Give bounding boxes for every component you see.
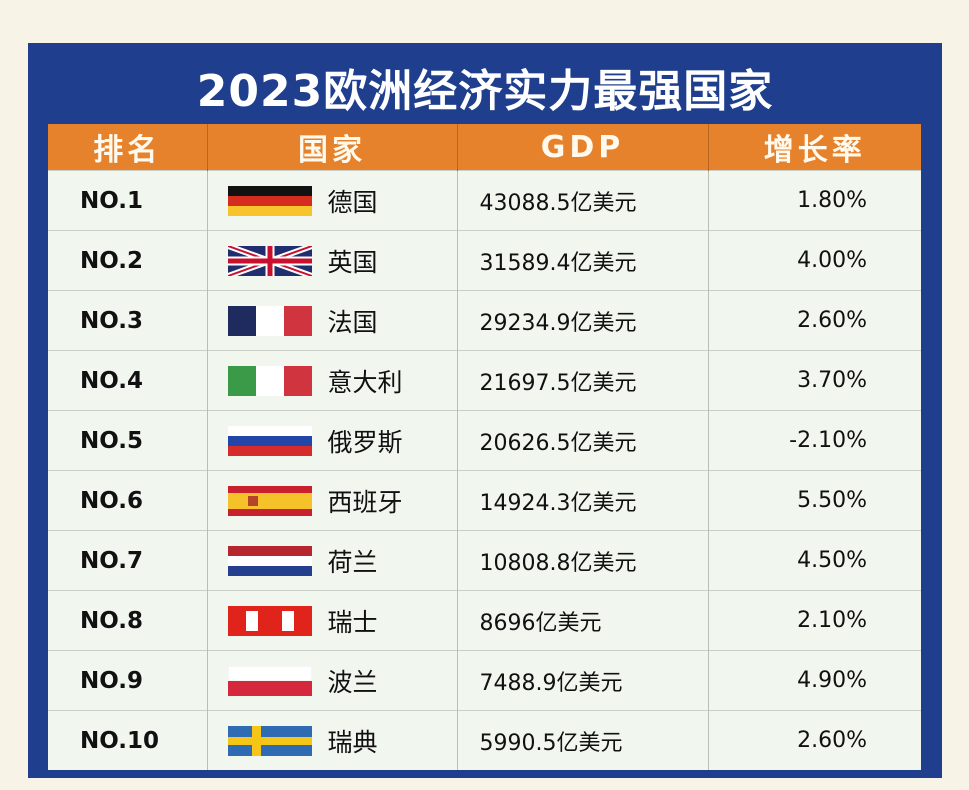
growth-cell: 4.50%: [707, 530, 921, 591]
poland-flag-icon: [227, 665, 312, 696]
gdp-cell: 31589.4亿美元: [456, 230, 708, 291]
rank-cell: NO.5: [48, 410, 207, 471]
country-cell: 瑞士: [206, 590, 457, 651]
growth-cell: 5.50%: [707, 470, 921, 531]
country-name: 法国: [327, 307, 378, 337]
table-row: NO.10 瑞典 5990.5亿美元 2.60%: [48, 710, 921, 770]
table-row: NO.3 法国 29234.9亿美元 2.60%: [48, 290, 921, 351]
header-gdp: GDP: [456, 124, 708, 171]
france-flag-icon: [227, 305, 312, 336]
country-name: 德国: [327, 187, 378, 217]
gdp-cell: 5990.5亿美元: [456, 710, 708, 770]
country-cell: 西班牙: [206, 470, 457, 531]
gdp-cell: 43088.5亿美元: [456, 170, 708, 231]
table-row: NO.1 德国 43088.5亿美元 1.80%: [48, 170, 921, 231]
table-row: NO.6 西班牙 14924.3亿美元 5.50%: [48, 470, 921, 531]
gdp-table: 排名 国家 GDP 增长率 NO.1 德国 43088.5亿美元 1.80% NO…: [48, 124, 921, 770]
sweden-flag-icon: [227, 725, 312, 756]
gdp-cell: 7488.9亿美元: [456, 650, 708, 711]
country-name: 意大利: [327, 367, 403, 397]
rank-cell: NO.2: [48, 230, 207, 291]
table-row: NO.2 英国 31589.4亿美元 4.00%: [48, 230, 921, 291]
growth-cell: 4.00%: [707, 230, 921, 291]
country-cell: 意大利: [206, 350, 457, 411]
switzerland-flag-icon: [227, 605, 312, 636]
gdp-cell: 10808.8亿美元: [456, 530, 708, 591]
italy-flag-icon: [227, 365, 312, 396]
table-row: NO.5 俄罗斯 20626.5亿美元 -2.10%: [48, 410, 921, 471]
rank-cell: NO.10: [48, 710, 207, 770]
country-cell: 瑞典: [206, 710, 457, 770]
country-cell: 德国: [206, 170, 457, 231]
growth-cell: 2.60%: [707, 290, 921, 351]
growth-cell: 4.90%: [707, 650, 921, 711]
rank-cell: NO.8: [48, 590, 207, 651]
rank-cell: NO.1: [48, 170, 207, 231]
spain-flag-icon: [227, 485, 312, 516]
gdp-cell: 29234.9亿美元: [456, 290, 708, 351]
country-name: 俄罗斯: [327, 427, 403, 457]
country-name: 波兰: [327, 667, 378, 697]
rank-cell: NO.3: [48, 290, 207, 351]
growth-cell: 3.70%: [707, 350, 921, 411]
netherlands-flag-icon: [227, 545, 312, 576]
country-cell: 英国: [206, 230, 457, 291]
uk-flag-icon: [227, 245, 312, 276]
table-row: NO.4 意大利 21697.5亿美元 3.70%: [48, 350, 921, 411]
header-growth: 增长率: [707, 124, 921, 171]
gdp-cell: 20626.5亿美元: [456, 410, 708, 471]
table-row: NO.7 荷兰 10808.8亿美元 4.50%: [48, 530, 921, 591]
gdp-cell: 8696亿美元: [456, 590, 708, 651]
russia-flag-icon: [227, 425, 312, 456]
gdp-cell: 14924.3亿美元: [456, 470, 708, 531]
country-name: 瑞士: [327, 607, 378, 637]
rank-cell: NO.6: [48, 470, 207, 531]
rank-cell: NO.9: [48, 650, 207, 711]
country-cell: 俄罗斯: [206, 410, 457, 471]
header-country: 国家: [206, 124, 457, 171]
country-cell: 法国: [206, 290, 457, 351]
table-row: NO.9 波兰 7488.9亿美元 4.90%: [48, 650, 921, 711]
country-cell: 波兰: [206, 650, 457, 711]
growth-cell: -2.10%: [707, 410, 921, 471]
country-name: 瑞典: [327, 727, 378, 757]
growth-cell: 1.80%: [707, 170, 921, 231]
country-name: 荷兰: [327, 547, 378, 577]
country-cell: 荷兰: [206, 530, 457, 591]
rank-cell: NO.4: [48, 350, 207, 411]
germany-flag-icon: [227, 185, 312, 216]
growth-cell: 2.10%: [707, 590, 921, 651]
infographic-frame: 2023欧洲经济实力最强国家 排名 国家 GDP 增长率 NO.1 德国 430…: [28, 43, 942, 778]
rank-cell: NO.7: [48, 530, 207, 591]
header-rank: 排名: [48, 124, 207, 171]
gdp-cell: 21697.5亿美元: [456, 350, 708, 411]
growth-cell: 2.60%: [707, 710, 921, 770]
page-title: 2023欧洲经济实力最强国家: [196, 66, 774, 117]
table-row: NO.8 瑞士 8696亿美元 2.10%: [48, 590, 921, 651]
country-name: 西班牙: [327, 487, 403, 517]
country-name: 英国: [327, 247, 378, 277]
table-header: 排名 国家 GDP 增长率: [48, 124, 921, 171]
